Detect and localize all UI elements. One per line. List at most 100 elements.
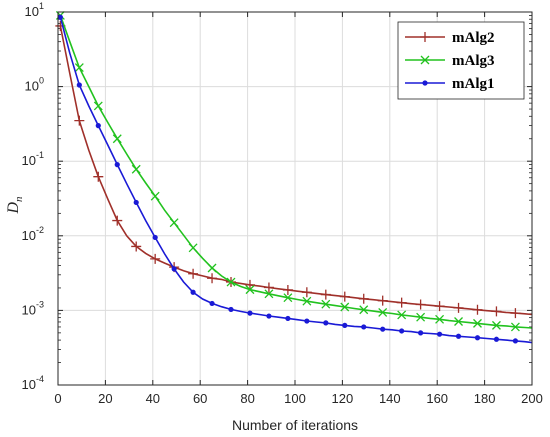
dot-marker xyxy=(114,162,120,168)
legend-label: mAlg3 xyxy=(452,53,495,69)
dot-marker xyxy=(474,335,481,341)
x-marker xyxy=(150,191,160,201)
plus-marker xyxy=(453,302,464,313)
legend-label: mAlg1 xyxy=(452,76,495,92)
dot-marker xyxy=(342,322,348,328)
y-tick-label: 10-1 xyxy=(22,150,44,168)
x-marker xyxy=(435,314,445,324)
plus-marker xyxy=(112,215,123,226)
plus-marker xyxy=(150,253,161,264)
series-line xyxy=(59,17,533,344)
legend-items: mAlg2 mAlg3 mAlg1 xyxy=(405,30,495,92)
x-marker xyxy=(131,164,141,174)
x-tick-label: 180 xyxy=(474,391,496,406)
dot-marker xyxy=(422,80,428,86)
dot-marker xyxy=(247,310,253,316)
x-tick-label: 100 xyxy=(284,391,306,406)
plus-marker xyxy=(282,284,293,295)
y-axis-label-sub: n xyxy=(13,196,25,202)
plus-marker xyxy=(491,306,502,317)
dot-marker xyxy=(455,333,462,339)
plus-marker xyxy=(244,279,255,290)
x-marker xyxy=(74,63,84,73)
plus-marker xyxy=(93,171,104,182)
x-tick-label: 140 xyxy=(379,391,401,406)
legend: mAlg2 mAlg3 mAlg1 xyxy=(397,21,525,100)
dot-marker xyxy=(266,313,272,319)
plus-marker xyxy=(263,282,274,293)
dot-marker xyxy=(95,123,101,129)
x-marker xyxy=(112,134,122,144)
x-marker xyxy=(264,289,274,299)
plus-marker xyxy=(339,291,350,302)
x-marker xyxy=(473,318,482,328)
x-tick-label: 160 xyxy=(426,391,448,406)
plus-marker xyxy=(415,299,426,310)
dot-marker xyxy=(436,331,443,337)
x-marker xyxy=(454,317,463,326)
legend-item-mAlg3: mAlg3 xyxy=(405,53,495,69)
x-marker xyxy=(93,101,103,111)
x-marker xyxy=(169,218,179,228)
x-marker xyxy=(510,322,520,332)
y-tick-label: 100 xyxy=(25,76,44,94)
plus-marker xyxy=(420,32,430,42)
x-marker xyxy=(420,55,430,65)
legend-item-mAlg2: mAlg2 xyxy=(405,30,495,46)
dot-marker xyxy=(228,306,234,313)
series-mAlg3 xyxy=(55,10,533,332)
x-marker xyxy=(378,307,388,317)
x-marker xyxy=(207,263,217,273)
plus-marker xyxy=(131,241,142,252)
dot-marker xyxy=(133,199,139,206)
x-marker xyxy=(245,285,255,295)
y-tick-label: 101 xyxy=(25,1,44,19)
y-axis-label: Dn xyxy=(5,196,25,215)
y-tick-label: 10-4 xyxy=(22,374,44,392)
x-tick-label: 120 xyxy=(332,391,354,406)
y-tick-label: 10-2 xyxy=(22,225,44,243)
dot-marker xyxy=(418,330,424,336)
dot-marker xyxy=(76,82,82,88)
dot-marker xyxy=(493,336,500,342)
x-marker xyxy=(359,305,369,315)
tick-labels: 0 20 40 60 80 100 120 140 160 180 200 10-4 10-3 10-2 1… xyxy=(22,1,543,406)
plus-marker xyxy=(74,115,85,126)
legend-label: mAlg2 xyxy=(452,30,495,46)
dot-marker xyxy=(152,234,158,241)
dot-marker xyxy=(399,328,405,334)
dot-marker xyxy=(512,338,519,344)
y-axis-label-main: D xyxy=(5,202,22,215)
y-tick-label: 10-3 xyxy=(22,299,44,317)
x-marker xyxy=(340,302,350,312)
x-tick-label: 0 xyxy=(54,391,61,406)
x-marker xyxy=(491,320,501,330)
x-marker xyxy=(226,277,236,287)
x-tick-label: 20 xyxy=(98,391,112,406)
plus-marker xyxy=(472,304,483,315)
plot-border xyxy=(57,11,533,386)
x-marker xyxy=(188,243,198,253)
x-marker xyxy=(321,299,331,309)
dot-marker xyxy=(323,320,329,326)
x-marker xyxy=(416,312,426,322)
x-marker xyxy=(283,293,293,303)
plus-marker xyxy=(434,301,445,312)
dot-marker xyxy=(57,14,63,20)
x-marker xyxy=(397,310,407,320)
x-marker xyxy=(302,296,312,306)
x-tick-label: 200 xyxy=(521,391,543,406)
series-line xyxy=(59,15,533,329)
plus-marker xyxy=(510,308,521,319)
legend-item-mAlg1: mAlg1 xyxy=(405,76,495,92)
plus-marker xyxy=(377,295,388,306)
x-tick-label: 60 xyxy=(193,391,207,406)
plus-marker xyxy=(301,287,312,298)
series-lines xyxy=(55,10,533,344)
x-tick-label: 40 xyxy=(146,391,160,406)
dot-marker xyxy=(190,289,196,295)
dot-marker xyxy=(209,300,215,307)
x-tick-label: 80 xyxy=(240,391,254,406)
plus-marker xyxy=(358,293,369,304)
